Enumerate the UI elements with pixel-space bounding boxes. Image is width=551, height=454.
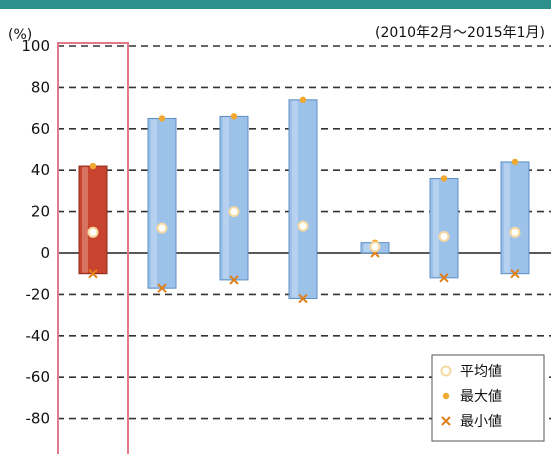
avg-marker — [369, 241, 381, 253]
bar-group — [288, 96, 318, 304]
bar-shine — [504, 162, 510, 273]
bar — [500, 161, 530, 275]
min-marker — [229, 275, 239, 285]
max-marker — [230, 113, 238, 120]
bar-group — [360, 239, 390, 258]
avg-marker — [438, 230, 450, 242]
y-tick-label: -80 — [26, 410, 51, 428]
min-marker-stroke — [439, 273, 449, 283]
header-band — [0, 0, 551, 9]
avg-marker — [297, 220, 309, 232]
max-marker — [299, 96, 307, 104]
min-marker-stroke — [510, 268, 520, 279]
min-marker-stroke — [298, 293, 308, 304]
bar-group — [500, 158, 530, 279]
min-marker — [88, 268, 98, 279]
bar — [147, 117, 177, 289]
highlight-rect — [57, 42, 129, 454]
avg-marker — [87, 226, 99, 238]
legend-avg-marker — [440, 365, 452, 377]
min-marker — [510, 268, 520, 279]
bar-shine — [151, 119, 157, 288]
bar-group — [147, 115, 177, 293]
min-marker — [298, 293, 308, 304]
bar-shine — [223, 117, 229, 279]
period-label: (2010年2月～2015年1月) — [375, 25, 545, 41]
legend-max-marker — [442, 392, 450, 400]
min-marker-stroke — [88, 268, 98, 279]
y-axis-ticks: 100 80 60 40 20 0 -20 -40 -60 -80 — [21, 37, 50, 428]
bar-shine — [292, 100, 298, 298]
min-marker-stroke — [157, 283, 167, 293]
y-tick-label: -20 — [26, 285, 51, 303]
bar-group — [78, 162, 108, 279]
bar-shine — [364, 243, 370, 252]
max-marker — [158, 115, 166, 122]
y-tick-label: -40 — [26, 327, 51, 345]
y-tick-label: 40 — [31, 161, 50, 179]
bar — [429, 177, 459, 279]
highlight-frame — [57, 42, 129, 454]
y-tick-label: 100 — [21, 37, 50, 55]
avg-marker — [156, 222, 168, 234]
min-marker-stroke — [229, 275, 239, 285]
y-tick-label: -60 — [26, 368, 51, 386]
min-marker — [439, 273, 449, 283]
legend-min-marker — [441, 416, 451, 426]
bar-group — [219, 113, 249, 285]
max-marker — [89, 162, 97, 170]
y-tick-label: 20 — [31, 203, 50, 221]
bar-shine — [433, 179, 439, 277]
y-tick-label: 0 — [40, 244, 50, 262]
max-marker — [440, 175, 448, 182]
avg-marker — [228, 206, 240, 218]
y-unit-label: (%) — [8, 27, 32, 43]
bar — [219, 115, 249, 281]
min-marker — [157, 283, 167, 293]
legend-label: 平均値 — [460, 364, 502, 380]
max-marker — [511, 158, 519, 166]
y-tick-label: 80 — [31, 78, 50, 96]
legend-label: 最大値 — [460, 389, 502, 405]
bar-group — [429, 175, 459, 283]
avg-marker — [509, 226, 521, 238]
min-marker-stroke — [441, 416, 451, 426]
bar-shine — [82, 167, 88, 273]
y-tick-label: 60 — [31, 120, 50, 138]
bars — [78, 96, 530, 304]
bar — [288, 99, 318, 300]
legend-label: 最小値 — [460, 414, 502, 430]
